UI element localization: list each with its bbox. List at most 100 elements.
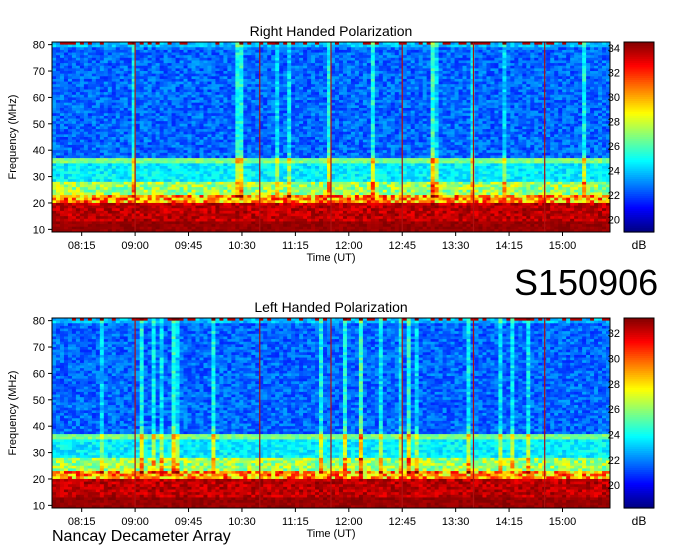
heatmap-cell <box>119 126 125 130</box>
heatmap-cell <box>442 92 448 96</box>
heatmap-cell <box>466 121 472 125</box>
heatmap-cell <box>247 118 252 122</box>
heatmap-cell <box>143 60 149 64</box>
heatmap-cell <box>454 121 460 125</box>
heatmap-cell <box>522 107 527 112</box>
heatmap-cell <box>263 118 268 122</box>
heatmap-cell <box>275 121 280 125</box>
heatmap-cell <box>127 60 133 64</box>
heatmap-cell <box>386 118 392 122</box>
heatmap-cell <box>510 115 515 120</box>
heatmap-cell <box>586 65 591 69</box>
heatmap-cell <box>470 113 476 117</box>
heatmap-cell <box>131 126 137 130</box>
heatmap-cell <box>362 55 368 59</box>
heatmap-cell <box>526 57 531 62</box>
heatmap-cell <box>566 60 571 64</box>
heatmap-cell <box>331 123 336 128</box>
heatmap-cell <box>327 131 332 135</box>
heatmap-cell <box>598 105 603 109</box>
heatmap-cell <box>586 102 591 106</box>
heatmap-cell <box>370 60 376 64</box>
heatmap-cell <box>155 102 161 106</box>
heatmap-cell <box>470 131 476 135</box>
heatmap-cell <box>307 110 312 114</box>
heatmap-cell <box>227 102 232 106</box>
heatmap-cell <box>155 78 161 83</box>
heatmap-cell <box>247 78 252 83</box>
heatmap-cell <box>438 123 444 128</box>
heatmap-cell <box>127 110 133 114</box>
heatmap-cell <box>366 131 372 135</box>
heatmap-cell <box>386 115 392 120</box>
heatmap-cell <box>358 42 364 46</box>
heatmap-cell <box>450 131 456 135</box>
heatmap-cell <box>287 105 292 109</box>
heatmap-cell <box>478 131 484 135</box>
heatmap-cell <box>183 44 189 48</box>
heatmap-cell <box>87 115 93 120</box>
heatmap-cell <box>482 44 488 48</box>
heatmap-cell <box>534 60 539 64</box>
heatmap-cell <box>342 55 348 59</box>
heatmap-cell <box>183 71 189 75</box>
heatmap-cell <box>554 71 559 75</box>
heatmap-cell <box>79 118 85 122</box>
heatmap-cell <box>243 131 248 135</box>
heatmap-cell <box>67 63 73 67</box>
heatmap-cell <box>235 76 240 80</box>
heatmap-cell <box>378 92 384 96</box>
heatmap-cell <box>251 102 256 106</box>
heatmap-cell <box>514 71 519 75</box>
heatmap-cell <box>582 107 587 112</box>
heatmap-cell <box>267 121 272 125</box>
heatmap-cell <box>390 55 396 59</box>
heatmap-cell <box>275 81 280 85</box>
heatmap-cell <box>342 126 348 130</box>
heatmap-cell <box>83 126 89 130</box>
heatmap-cell <box>59 76 65 80</box>
heatmap-cell <box>590 123 595 128</box>
heatmap-cell <box>526 121 531 125</box>
heatmap-cell <box>99 126 105 130</box>
heatmap-cell <box>594 65 599 69</box>
heatmap-cell <box>127 94 133 99</box>
heatmap-cell <box>267 68 272 72</box>
heatmap-cell <box>175 115 181 120</box>
heatmap-cell <box>514 76 519 80</box>
heatmap-cell <box>514 110 519 114</box>
heatmap-cell <box>67 121 73 125</box>
heatmap-cell <box>319 134 324 138</box>
heatmap-cell <box>107 55 113 59</box>
heatmap-cell <box>438 73 444 77</box>
heatmap-cell <box>366 68 372 72</box>
heatmap-cell <box>458 60 464 64</box>
heatmap-cell <box>574 94 579 99</box>
heatmap-cell <box>307 42 312 46</box>
heatmap-cell <box>406 49 412 54</box>
heatmap-cell <box>434 60 440 64</box>
heatmap-cell <box>374 94 380 99</box>
heatmap-cell <box>263 97 268 101</box>
heatmap-cell <box>382 42 388 46</box>
heatmap-cell <box>307 68 312 72</box>
heatmap-cell <box>526 110 531 114</box>
heatmap-cell <box>67 102 73 106</box>
heatmap-cell <box>470 97 476 101</box>
heatmap-cell <box>414 63 420 67</box>
heatmap-cell <box>267 81 272 85</box>
heatmap-cell <box>63 84 69 88</box>
heatmap-cell <box>350 68 356 72</box>
heatmap-cell <box>382 63 388 67</box>
heatmap-cell <box>486 92 492 96</box>
heatmap-cell <box>454 73 460 77</box>
heatmap-cell <box>574 92 579 96</box>
heatmap-cell <box>59 100 65 104</box>
heatmap-cell <box>378 118 384 122</box>
heatmap-cell <box>350 97 356 101</box>
heatmap-cell <box>426 47 432 51</box>
heatmap-cell <box>183 81 189 85</box>
heatmap-cell <box>167 68 173 72</box>
heatmap-cell <box>191 131 197 135</box>
heatmap-cell <box>287 52 292 56</box>
